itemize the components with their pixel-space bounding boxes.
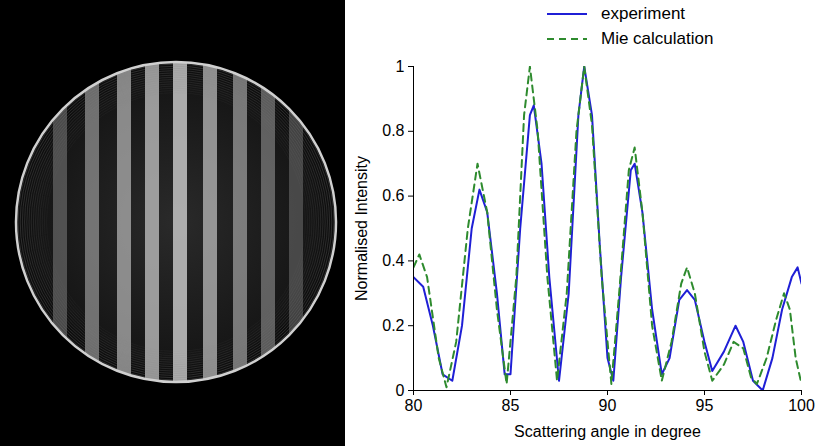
svg-text:0: 0 <box>396 382 405 399</box>
svg-text:0.4: 0.4 <box>382 252 404 269</box>
svg-text:100: 100 <box>788 397 815 414</box>
svg-text:95: 95 <box>696 397 714 414</box>
svg-text:Normalised Intensity: Normalised Intensity <box>353 156 370 301</box>
svg-text:1: 1 <box>396 58 405 75</box>
html-text:Mie calculation: Mie calculation <box>601 29 714 48</box>
svg-text:85: 85 <box>502 397 520 414</box>
svg-text:80: 80 <box>405 397 423 414</box>
svg-text:0.6: 0.6 <box>382 187 404 204</box>
svg-text:0.8: 0.8 <box>382 122 404 139</box>
svg-text:0.2: 0.2 <box>382 317 404 334</box>
html-text:experiment: experiment <box>601 4 686 23</box>
svg-text:Scattering angle in degree: Scattering angle in degree <box>514 423 701 440</box>
svg-text:90: 90 <box>599 397 617 414</box>
